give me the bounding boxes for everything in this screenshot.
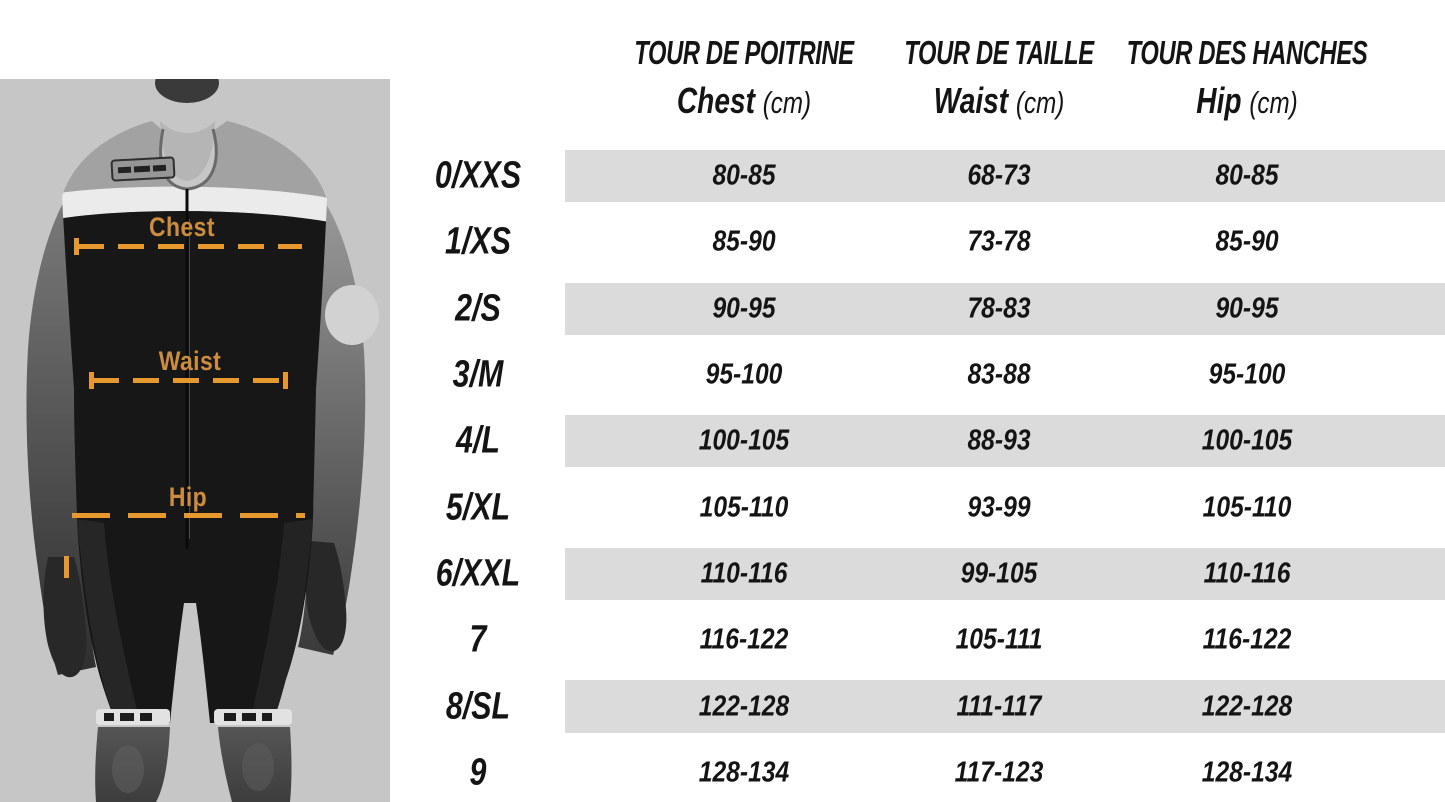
chest-measure-label: Chest (149, 212, 215, 242)
waist-measure-tick (283, 372, 288, 389)
chest-measure-tick (74, 238, 79, 255)
waist-cell: 83-88 (967, 358, 1031, 391)
chest-measure-line (78, 244, 302, 249)
chest-cell: 122-128 (698, 690, 790, 723)
table-row: 2/S 90-95 78-83 90-95 (408, 276, 1445, 342)
chest-cell: 80-85 (712, 159, 776, 192)
chest-cell: 100-105 (698, 424, 790, 457)
waist-measure-tick (89, 372, 94, 389)
col-header-waist-fr: TOUR DE TAILLE (904, 34, 1094, 71)
hip-cell: 80-85 (1215, 159, 1279, 192)
col-header-hip-en: Hip (cm) (1196, 80, 1298, 121)
waist-cell: 117-123 (954, 756, 1044, 789)
chest-cell: 85-90 (712, 225, 776, 258)
waist-cell: 93-99 (967, 491, 1031, 524)
hip-measure-label: Hip (168, 482, 208, 512)
hip-cell: 110-116 (1203, 557, 1291, 590)
chest-cell: 128-134 (698, 756, 790, 789)
size-table: TOUR DE POITRINE TOUR DE TAILLE TOUR DES… (408, 0, 1445, 802)
table-row: 5/XL 105-110 93-99 105-110 (408, 475, 1445, 541)
chest-unit: (cm) (762, 85, 812, 120)
waist-cell: 99-105 (960, 557, 1038, 590)
waist-cell: 88-93 (967, 424, 1031, 457)
table-row: 9 128-134 117-123 128-134 (408, 740, 1445, 802)
table-row: 1/XS 85-90 73-78 85-90 (408, 209, 1445, 275)
waist-cell: 73-78 (967, 225, 1031, 258)
hip-cell: 90-95 (1215, 292, 1279, 325)
table-row: 4/L 100-105 88-93 100-105 (408, 408, 1445, 474)
size-cell: 4/L (456, 419, 500, 462)
waist-cell: 78-83 (967, 292, 1031, 325)
chest-cell: 95-100 (705, 358, 783, 391)
waist-cell: 68-73 (967, 159, 1031, 192)
size-cell: 6/XXL (435, 552, 521, 595)
hip-cell: 122-128 (1201, 690, 1293, 723)
table-row: 6/XXL 110-116 99-105 110-116 (408, 541, 1445, 607)
size-cell: 7 (469, 618, 487, 661)
hip-measure-line (72, 513, 305, 518)
size-cell: 9 (469, 751, 487, 794)
waist-measure-label: Waist (158, 346, 222, 376)
waist-cell: 105-111 (955, 623, 1043, 656)
col-header-chest-fr: TOUR DE POITRINE (634, 34, 854, 71)
col-header-hip-fr: TOUR DES HANCHES (1126, 34, 1368, 71)
col-header-chest-en: Chest (cm) (676, 80, 812, 121)
size-cell: 5/XL (445, 486, 511, 529)
fit-photo: Chest Waist Hip (0, 79, 390, 802)
waist-unit: (cm) (1015, 85, 1065, 120)
hip-cell: 100-105 (1201, 424, 1293, 457)
table-row: 0/XXS 80-85 68-73 80-85 (408, 143, 1445, 209)
chest-cell: 90-95 (712, 292, 776, 325)
size-cell: 2/S (455, 287, 501, 330)
hip-cell: 128-134 (1201, 756, 1293, 789)
size-cell: 0/XXS (434, 154, 522, 197)
chest-cell: 110-116 (700, 557, 788, 590)
table-row: 3/M 95-100 83-88 95-100 (408, 342, 1445, 408)
chest-cell: 105-110 (699, 491, 789, 524)
table-row: 8/SL 122-128 111-117 122-128 (408, 673, 1445, 739)
table-row: 7 116-122 105-111 116-122 (408, 607, 1445, 673)
chest-cell: 116-122 (699, 623, 789, 656)
cyclist-figure (0, 79, 390, 802)
hip-cell: 105-110 (1202, 491, 1292, 524)
hip-cell: 85-90 (1215, 225, 1279, 258)
waist-cell: 111-117 (956, 690, 1042, 723)
hip-measure-tick (64, 556, 69, 578)
size-cell: 8/SL (445, 685, 511, 728)
hip-cell: 116-122 (1202, 623, 1292, 656)
hip-unit: (cm) (1249, 85, 1298, 120)
col-header-waist-en: Waist (cm) (933, 80, 1065, 121)
size-cell: 1/XS (445, 220, 511, 263)
size-cell: 3/M (452, 353, 504, 396)
bioracer-logo (110, 156, 176, 182)
hip-cell: 95-100 (1208, 358, 1286, 391)
leg-gripper-band (96, 709, 292, 725)
waist-measure-line (93, 378, 287, 383)
